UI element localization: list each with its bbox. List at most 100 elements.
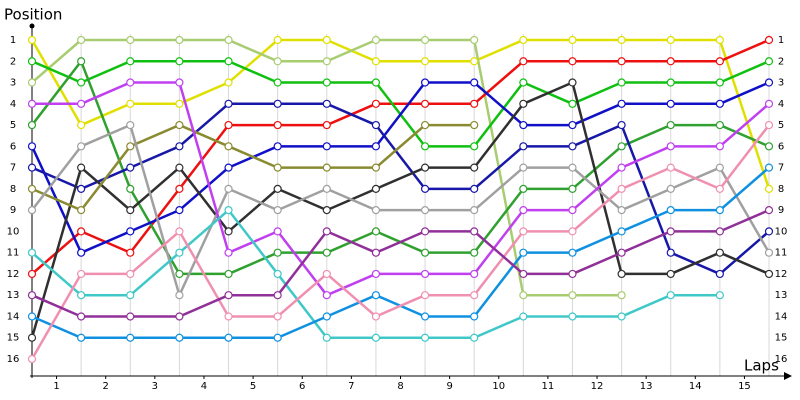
data-point [519, 206, 528, 215]
series-line [31, 123, 771, 297]
data-point [715, 291, 724, 300]
data-point [126, 291, 135, 300]
data-point [322, 248, 331, 257]
data-point [420, 163, 430, 172]
data-point [27, 333, 37, 342]
data-point [617, 163, 626, 172]
y-tick-label-right: 2 [778, 56, 784, 67]
data-point [273, 312, 282, 321]
y-tick-label-right: 14 [775, 311, 788, 322]
data-point [371, 333, 381, 342]
data-point [273, 206, 282, 215]
data-point [666, 78, 675, 87]
y-tick-label: 2 [10, 56, 16, 67]
series-line [30, 81, 770, 254]
data-point [617, 312, 626, 321]
data-point [470, 206, 479, 215]
data-point [568, 248, 577, 257]
data-point [224, 184, 233, 193]
data-point [126, 227, 135, 236]
data-point [322, 291, 331, 300]
data-point [126, 312, 135, 321]
data-point [322, 333, 331, 342]
data-point [273, 142, 282, 151]
data-point [666, 184, 675, 193]
data-point [126, 206, 135, 215]
data-point [519, 269, 528, 279]
data-point [126, 333, 135, 342]
data-point [715, 35, 724, 45]
data-point [420, 99, 430, 108]
x-tick-label: 9 [446, 381, 452, 392]
data-point [126, 57, 135, 66]
data-point [420, 120, 430, 130]
data-point [617, 57, 626, 66]
y-tick-label-right: 15 [775, 333, 788, 344]
data-point [764, 163, 774, 172]
y-tick-label-right: 10 [775, 226, 788, 237]
y-tick-label-right: 9 [778, 205, 784, 216]
data-point [519, 248, 528, 257]
data-point [175, 269, 184, 279]
data-point [224, 333, 233, 342]
data-point [273, 333, 282, 342]
data-point [371, 120, 381, 130]
data-point [519, 35, 528, 45]
data-point [27, 120, 37, 130]
series-line [32, 81, 770, 297]
data-point [126, 35, 135, 45]
data-point [617, 291, 626, 300]
data-point [568, 184, 577, 193]
data-point [273, 35, 282, 45]
x-tick-label: 15 [738, 381, 751, 392]
x-tick-label: 14 [689, 381, 702, 392]
series-line [30, 81, 770, 339]
data-point [568, 206, 577, 215]
data-point [77, 184, 86, 193]
y-tick-label-right: 4 [778, 99, 784, 110]
data-point [224, 227, 233, 236]
y-tick-label-right: 12 [775, 269, 788, 280]
data-point [175, 78, 184, 87]
data-point [470, 312, 479, 321]
data-point [322, 99, 331, 108]
data-point [470, 248, 479, 257]
data-point [666, 291, 675, 300]
data-point [715, 206, 724, 215]
data-point [322, 57, 331, 66]
data-point [77, 227, 86, 236]
plot-area [27, 35, 774, 364]
data-point [224, 35, 233, 45]
data-point [77, 333, 86, 342]
data-point [470, 269, 479, 279]
data-point [273, 291, 282, 300]
data-point [322, 227, 331, 236]
x-tick-label: 7 [348, 381, 354, 392]
data-point [77, 206, 86, 215]
data-point [617, 248, 626, 257]
y-tick-label: 13 [7, 290, 20, 301]
data-point [715, 99, 724, 108]
y-tick-label: 10 [7, 226, 20, 237]
data-point [322, 35, 331, 45]
data-point [175, 57, 184, 66]
data-point [470, 99, 479, 108]
x-tick-label: 3 [152, 381, 158, 392]
y-tick-label: 3 [10, 78, 16, 89]
data-point [224, 120, 233, 130]
y-tick-label: 6 [10, 141, 16, 152]
data-point [175, 333, 184, 342]
data-point [77, 99, 86, 108]
x-tick-label: 1 [53, 381, 59, 392]
data-point [666, 248, 675, 257]
data-point [273, 120, 282, 130]
data-point [27, 354, 37, 364]
data-point [715, 248, 724, 257]
data-point [764, 142, 774, 151]
data-point [764, 227, 774, 236]
y-tick-label: 9 [10, 205, 16, 216]
data-point [371, 291, 381, 300]
data-point [175, 248, 184, 257]
data-point [470, 184, 479, 193]
